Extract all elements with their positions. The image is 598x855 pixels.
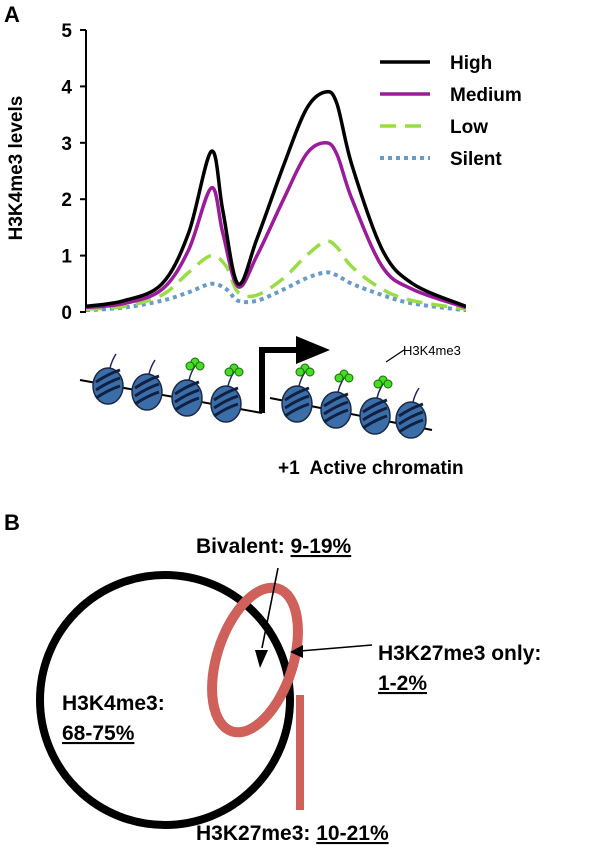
legend-label-high: High — [450, 53, 492, 74]
legend: High Medium Low Silent — [380, 53, 522, 170]
tss-arrow-head — [296, 336, 330, 364]
methyl-mark — [305, 367, 315, 377]
nucleosome — [320, 369, 354, 429]
series-lines — [86, 89, 466, 312]
y-tick-label: 4 — [61, 77, 72, 98]
methyl-mark — [295, 367, 305, 377]
series-line-low — [86, 239, 466, 311]
nucleosome — [281, 363, 315, 423]
nucleosome — [171, 357, 205, 417]
mark-callout-line — [385, 349, 405, 363]
series-line-silent — [86, 270, 466, 312]
nucleosome — [359, 375, 393, 435]
panel-a-letter: A — [4, 2, 20, 27]
mark-label: H3K4me3 — [403, 343, 461, 358]
y-tick-label: 1 — [61, 247, 72, 268]
venn-diagram: Bivalent: 9-19% H3K4me3: 68-75% H3K27me3… — [36, 535, 541, 845]
h3k4me3-label: H3K4me3: — [62, 692, 165, 715]
panel-b-letter: B — [4, 510, 20, 535]
nucleosome — [210, 363, 244, 423]
y-tick-label: 5 — [61, 21, 72, 42]
legend-label-low: Low — [450, 117, 488, 138]
methyl-mark — [234, 367, 244, 377]
tss-arrow-stem — [259, 347, 300, 413]
methyl-mark — [383, 379, 393, 389]
y-tick-label: 3 — [61, 134, 72, 155]
y-tick-label: 0 — [61, 303, 72, 324]
nucleosome — [131, 359, 163, 411]
y-axis-label: H3K4me3 levels — [6, 96, 27, 241]
h3k27me3-value: 10-21% — [316, 822, 389, 845]
nucleosome — [395, 387, 427, 439]
methyl-mark — [195, 361, 205, 371]
legend-label-medium: Medium — [450, 85, 522, 106]
bivalent-value: 9-19% — [291, 535, 352, 558]
methyl-mark — [344, 373, 354, 383]
series-line-medium — [86, 141, 466, 310]
h3k4me3-circle — [36, 571, 294, 829]
y-tick-label: 2 — [61, 190, 72, 211]
legend-label-silent: Silent — [450, 149, 502, 170]
bivalent-arrow — [261, 567, 279, 649]
h3k27me3-label: H3K27me3: 10-21% — [196, 822, 389, 845]
methyl-mark — [334, 373, 344, 383]
h3k27me3-circle — [207, 582, 303, 738]
h3k27-only-arrow — [299, 644, 373, 652]
bivalent-label: Bivalent: 9-19% — [196, 535, 352, 558]
nucleosomes — [92, 353, 427, 439]
series-line-high — [86, 89, 466, 309]
h3k27me3-only-value: 1-2% — [378, 672, 427, 695]
methyl-mark — [224, 367, 234, 377]
y-axis: 0 1 2 3 4 5 — [61, 21, 87, 324]
chromatin-caption: +1 Active chromatin — [278, 458, 464, 479]
methyl-mark — [373, 379, 383, 389]
chromatin-diagram: H3K4me3 +1 Active chromatin — [79, 336, 464, 479]
h3k27-only-arrow-head — [290, 645, 303, 658]
bivalent-arrow-head — [255, 650, 268, 668]
nucleosome — [92, 353, 124, 405]
methyl-mark — [185, 361, 195, 371]
h3k27me3-only-label: H3K27me3 only: — [378, 642, 541, 665]
h3k4me3-value: 68-75% — [62, 722, 135, 745]
